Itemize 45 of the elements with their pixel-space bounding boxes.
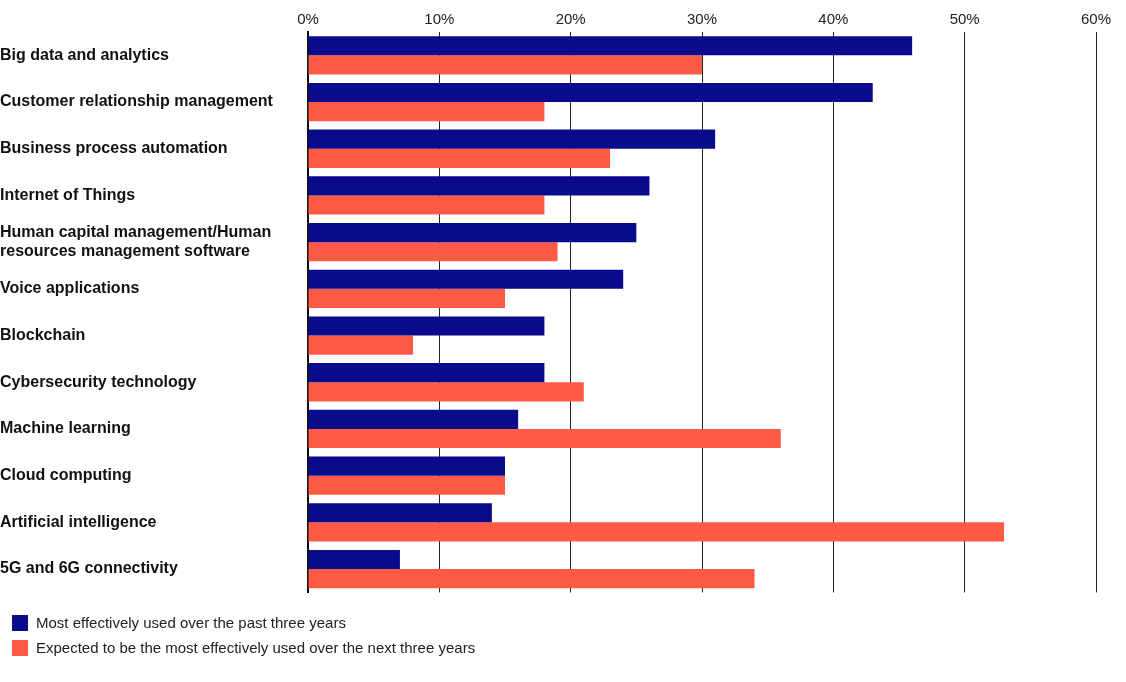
legend-label: Expected to be the most effectively used over the next three years	[36, 639, 476, 656]
bar	[308, 176, 650, 196]
y-tick-label: Big data and analytics	[0, 45, 170, 63]
bar	[308, 195, 545, 215]
bar	[308, 129, 716, 149]
bar	[308, 456, 505, 476]
y-tick-label: Voice applications	[0, 279, 140, 297]
bar	[308, 409, 519, 429]
bar	[308, 503, 492, 523]
bar	[308, 55, 702, 75]
bar	[308, 428, 781, 449]
y-tick-label: Customer relationship management	[0, 92, 274, 110]
bar	[308, 316, 545, 336]
x-tick-label: 40%	[818, 10, 849, 28]
bar	[308, 549, 400, 570]
bar	[308, 335, 414, 355]
bar	[308, 148, 611, 168]
x-tick-label: 50%	[949, 10, 980, 28]
y-tick-label: 5G and 6G connectivity	[0, 559, 178, 577]
y-tick-label: Artificial intelligence	[0, 512, 157, 530]
x-tick-label: 20%	[555, 10, 586, 28]
bar	[308, 82, 873, 103]
bar	[308, 382, 584, 402]
x-tick-label: 0%	[297, 10, 319, 28]
bar	[308, 288, 505, 308]
x-tick-label: 10%	[424, 10, 455, 28]
bar	[308, 569, 755, 589]
bar	[308, 269, 624, 289]
y-tick-label: Business process automation	[0, 139, 228, 157]
bar	[308, 36, 913, 56]
bar	[308, 242, 558, 262]
bar	[308, 475, 505, 495]
bar	[308, 363, 545, 383]
y-tick-label: Blockchain	[0, 325, 86, 343]
y-tick-label: Cybersecurity technology	[0, 372, 197, 390]
y-tick-label: Internet of Things	[0, 185, 136, 203]
y-tick-label: Machine learning	[0, 419, 131, 437]
legend-label: Most effectively used over the past three years	[36, 614, 346, 631]
y-tick-label: Cloud computing	[0, 466, 132, 484]
x-tick-label: 30%	[686, 10, 718, 28]
bar	[308, 522, 1005, 542]
y-tick-label: Human capital management/Human resources management software	[0, 222, 272, 260]
x-tick-label: 60%	[1080, 10, 1112, 28]
bar	[308, 223, 637, 243]
bar	[308, 102, 545, 122]
